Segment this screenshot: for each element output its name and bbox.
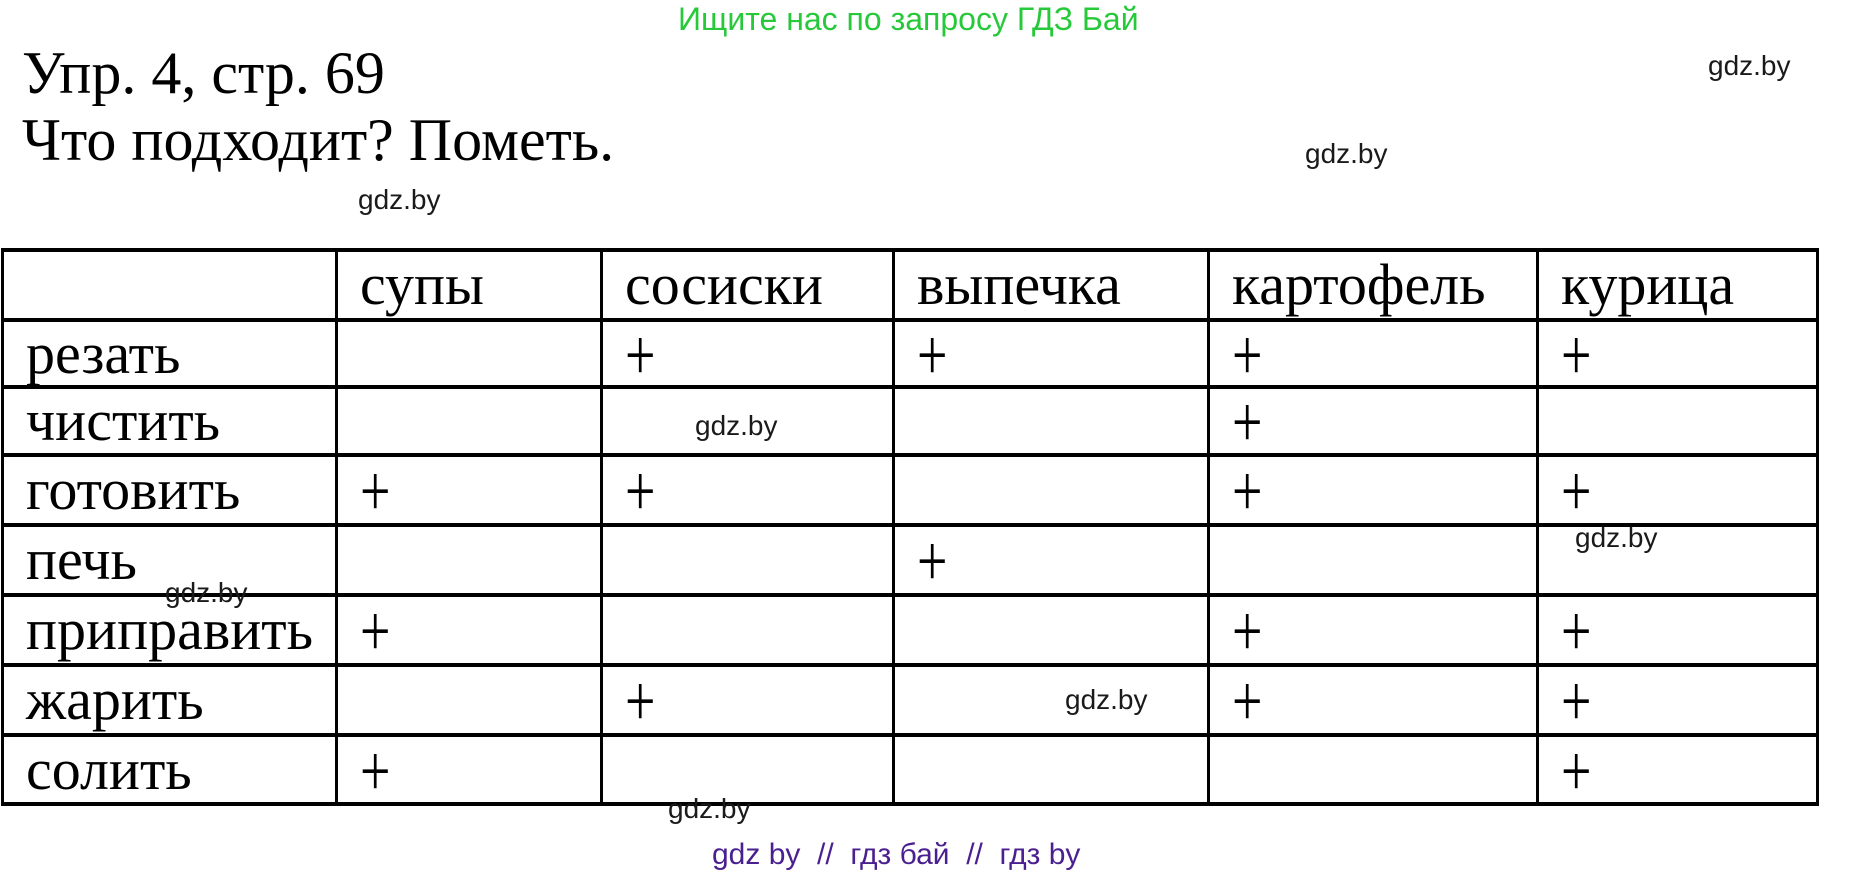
answer-cell: [1536, 385, 1819, 457]
answer-cell: [335, 523, 603, 597]
answer-cell: +: [335, 733, 603, 806]
row-label: готовить: [1, 453, 338, 527]
table-row: готовить + + + +: [1, 453, 1819, 527]
column-header-kuritsa: курица: [1536, 248, 1819, 322]
answer-cell: +: [892, 318, 1210, 389]
plus-mark: +: [625, 320, 656, 387]
answer-cell: +: [1207, 593, 1539, 667]
row-label: солить: [1, 733, 338, 806]
plus-mark: +: [1561, 455, 1592, 525]
header-row: супы сосиски выпечка картофель курица: [1, 248, 1819, 322]
answer-cell: [600, 523, 895, 597]
column-header-soupy: супы: [335, 248, 603, 322]
answer-cell: [335, 385, 603, 457]
answer-cell: +: [892, 523, 1210, 597]
plus-mark: +: [625, 455, 656, 525]
answer-cell: +: [335, 453, 603, 527]
row-label: печь: [1, 523, 338, 597]
plus-mark: +: [1232, 320, 1263, 387]
exercise-title: Упр. 4, стр. 69: [22, 40, 385, 106]
plus-mark: +: [1232, 595, 1263, 665]
answer-cell: +: [600, 318, 895, 389]
answer-cell: +: [1536, 663, 1819, 737]
plus-mark: +: [917, 320, 948, 387]
footer-sites-text: gdz by // гдз бай // гдз by: [712, 838, 1081, 871]
answer-cell: [1207, 733, 1539, 806]
answer-cell: +: [335, 593, 603, 667]
answer-cell: +: [600, 663, 895, 737]
answer-cell: [600, 385, 895, 457]
row-label: жарить: [1, 663, 338, 737]
column-header-vypechka: выпечка: [892, 248, 1210, 322]
table-row: печь +: [1, 523, 1819, 597]
gdzby-watermark: gdz.by: [1065, 684, 1148, 715]
plus-mark: +: [1561, 595, 1592, 665]
gdzby-watermark: gdz.by: [165, 577, 248, 608]
gdzby-watermark: gdz.by: [358, 184, 441, 215]
answer-cell: +: [1536, 318, 1819, 389]
answer-cell: [335, 663, 603, 737]
plus-mark: +: [625, 665, 656, 735]
plus-mark: +: [360, 595, 391, 665]
table-row: приправить + + +: [1, 593, 1819, 667]
answer-cell: [1536, 523, 1819, 597]
answer-cell: [892, 593, 1210, 667]
row-label: приправить: [1, 593, 338, 667]
plus-mark: +: [360, 735, 391, 804]
answer-cell: +: [1207, 385, 1539, 457]
answer-cell: [892, 733, 1210, 806]
plus-mark: +: [1561, 735, 1592, 804]
plus-mark: +: [917, 525, 948, 595]
plus-mark: +: [1232, 665, 1263, 735]
gdzby-watermark: gdz.by: [1575, 522, 1658, 553]
plus-mark: +: [1561, 665, 1592, 735]
gdzby-watermark: gdz.by: [668, 793, 751, 824]
table-row: резать + + + +: [1, 318, 1819, 389]
plus-mark: +: [360, 455, 391, 525]
answers-table-wrapper: супы сосиски выпечка картофель курица ре…: [1, 248, 1819, 806]
answer-cell: +: [1536, 453, 1819, 527]
answer-cell: +: [1207, 453, 1539, 527]
table-row: жарить + + +: [1, 663, 1819, 737]
plus-mark: +: [1232, 387, 1263, 455]
answer-cell: [600, 733, 895, 806]
answer-cell: +: [1207, 318, 1539, 389]
answer-cell: [892, 385, 1210, 457]
column-header-sosiski: сосиски: [600, 248, 895, 322]
answer-cell: [892, 453, 1210, 527]
answer-cell: +: [600, 453, 895, 527]
corner-cell: [1, 248, 338, 322]
gdzby-watermark: gdz.by: [695, 410, 778, 441]
answer-cell: +: [1536, 733, 1819, 806]
row-label: чистить: [1, 385, 338, 457]
gdzby-watermark: gdz.by: [1708, 50, 1791, 81]
column-header-kartofel: картофель: [1207, 248, 1539, 322]
row-label: резать: [1, 318, 338, 389]
table-row: чистить +: [1, 385, 1819, 457]
plus-mark: +: [1232, 455, 1263, 525]
gdzby-watermark: gdz.by: [1305, 138, 1388, 169]
table-row: солить + +: [1, 733, 1819, 806]
title-block: Упр. 4, стр. 69 Что подходит? Пометь.: [22, 40, 614, 174]
answers-table: супы сосиски выпечка картофель курица ре…: [1, 248, 1819, 806]
answer-cell: [1207, 523, 1539, 597]
answer-cell: [335, 318, 603, 389]
answer-cell: [892, 663, 1210, 737]
plus-mark: +: [1561, 320, 1592, 387]
answer-cell: [600, 593, 895, 667]
task-subtitle: Что подходит? Пометь.: [22, 107, 615, 173]
answer-cell: +: [1207, 663, 1539, 737]
promo-banner-text: Ищите нас по запросу ГДЗ Бай: [678, 1, 1139, 37]
answer-cell: +: [1536, 593, 1819, 667]
